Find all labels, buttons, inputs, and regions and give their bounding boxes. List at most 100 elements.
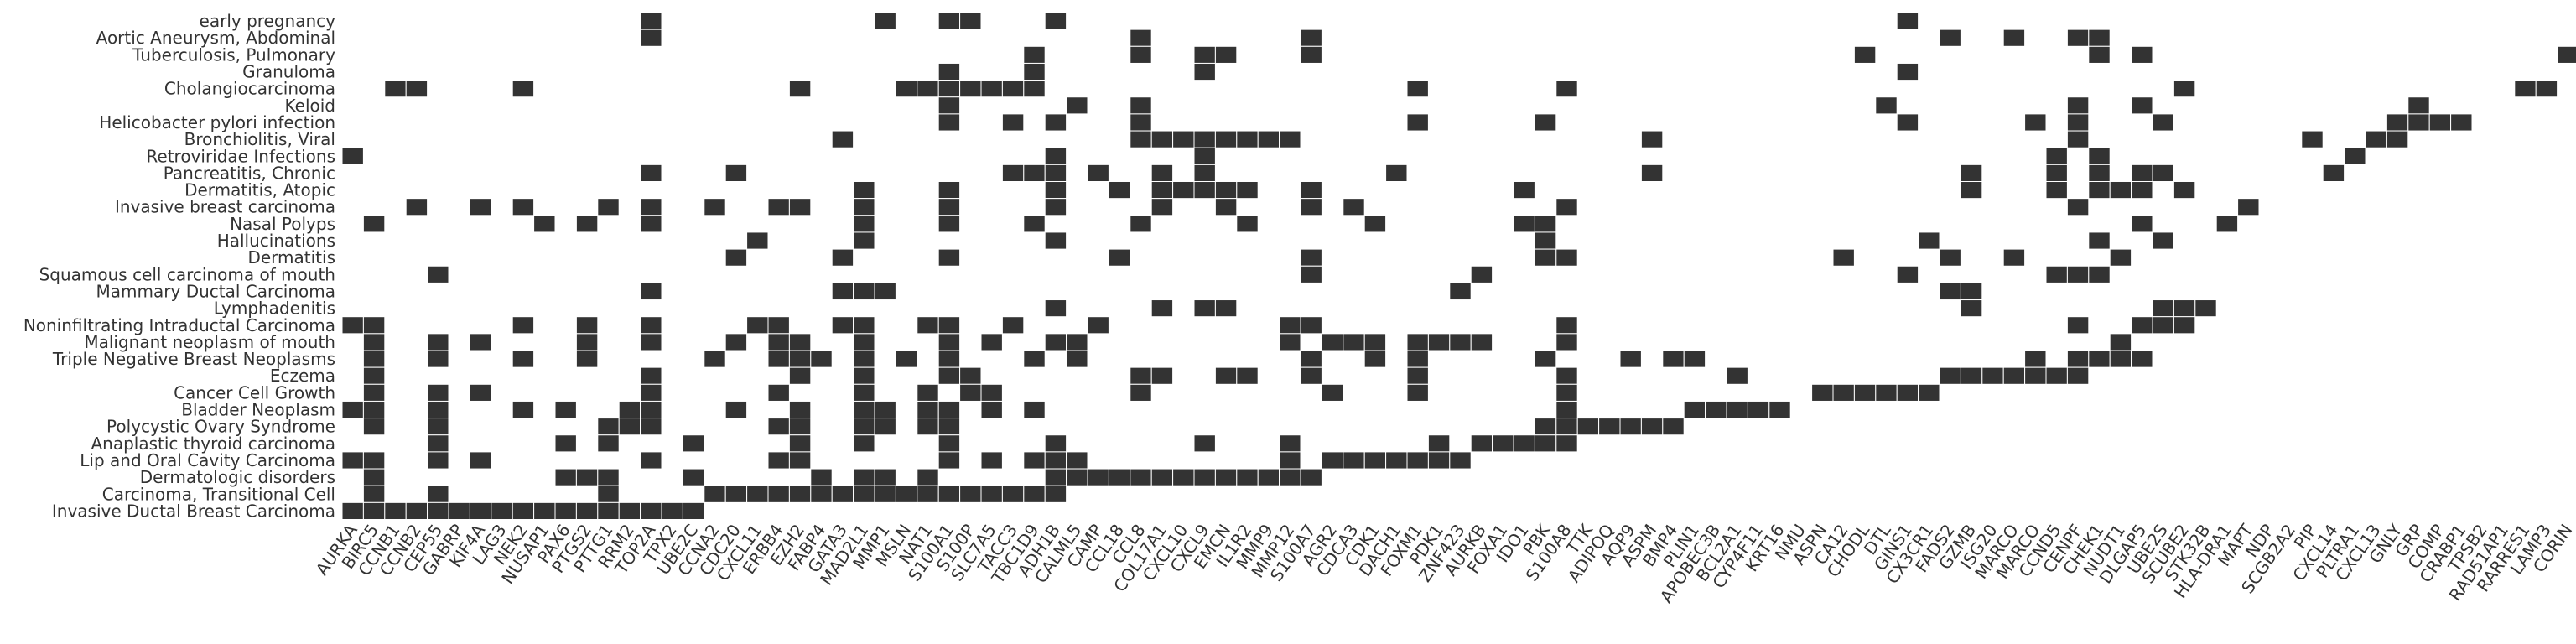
heatmap-cell <box>1555 400 1578 419</box>
heatmap-cell <box>1300 468 1322 486</box>
heatmap-cell <box>597 434 620 453</box>
heatmap-cell <box>2194 299 2217 318</box>
heatmap-cell <box>959 80 982 98</box>
heatmap-cell <box>1066 451 1088 470</box>
heatmap-cell <box>2024 350 2047 368</box>
heatmap-cell <box>2109 350 2132 368</box>
heatmap-cell <box>1001 485 1025 503</box>
heatmap-cell <box>427 350 449 368</box>
heatmap-cell <box>2152 113 2174 132</box>
heatmap-cell <box>1555 80 1578 98</box>
heatmap-cell <box>767 198 790 216</box>
heatmap-cell <box>2131 316 2153 335</box>
heatmap-cell <box>1406 366 1429 385</box>
heatmap-cell <box>1555 366 1578 385</box>
heatmap-cell <box>853 485 875 503</box>
heatmap-cell <box>1300 181 1322 200</box>
heatmap-cell <box>704 198 726 216</box>
heatmap-cell <box>1130 383 1152 402</box>
heatmap-cell <box>512 350 535 368</box>
heatmap-cell <box>1555 198 1578 216</box>
row-label: Pancreatitis, Chronic <box>164 163 335 183</box>
heatmap-cell <box>1683 350 1706 368</box>
heatmap-cell <box>1023 350 1046 368</box>
heatmap-cell <box>2152 164 2174 183</box>
heatmap-cell <box>575 316 599 335</box>
heatmap-cell <box>362 400 386 419</box>
heatmap-cell <box>2173 181 2196 200</box>
row-label: Cholangiocarcinoma <box>164 79 335 99</box>
heatmap-cell <box>618 400 641 419</box>
heatmap-cell <box>788 418 812 436</box>
heatmap-cell <box>788 350 812 368</box>
heatmap-cell <box>1598 418 1621 436</box>
heatmap-cell <box>1108 468 1131 486</box>
heatmap-cell <box>512 316 535 335</box>
heatmap-cell <box>1534 215 1557 233</box>
heatmap-cell <box>2045 366 2068 385</box>
heatmap-cell <box>1023 400 1046 419</box>
heatmap-cell <box>1087 468 1109 486</box>
heatmap-cell <box>724 400 748 419</box>
heatmap-cell <box>853 350 875 368</box>
heatmap-cell <box>937 80 961 98</box>
heatmap-cell <box>1001 113 1025 132</box>
heatmap-cell <box>853 418 875 436</box>
heatmap-cell <box>1172 130 1195 148</box>
heatmap-cell <box>2066 350 2090 368</box>
heatmap-cell <box>831 282 854 301</box>
heatmap-cell <box>1343 451 1365 470</box>
heatmap-cell <box>853 400 875 419</box>
heatmap-cell <box>1449 333 1472 351</box>
heatmap-cell <box>362 451 386 470</box>
heatmap-cell <box>1130 366 1152 385</box>
heatmap-cell <box>640 29 662 47</box>
heatmap-cell <box>1023 45 1046 64</box>
heatmap-cell <box>682 501 705 520</box>
heatmap-cell <box>2045 164 2068 183</box>
heatmap-cell <box>831 248 854 267</box>
heatmap-cell <box>937 316 961 335</box>
heatmap-cell <box>937 181 961 200</box>
heatmap-cell <box>2088 45 2111 64</box>
heatmap-cell <box>427 400 449 419</box>
heatmap-cell <box>1300 316 1322 335</box>
heatmap-cell <box>1300 366 1322 385</box>
heatmap-cell <box>640 366 662 385</box>
heatmap-cell <box>917 383 939 402</box>
heatmap-cell <box>1044 231 1067 250</box>
heatmap-cell <box>1193 434 1216 453</box>
heatmap-cell <box>469 501 492 520</box>
heatmap-cell <box>1768 400 1791 419</box>
heatmap-cell <box>2535 80 2558 98</box>
heatmap-cell <box>1279 333 1301 351</box>
heatmap-cell <box>917 316 939 335</box>
heatmap-cell <box>491 501 513 520</box>
heatmap-cell <box>874 468 896 486</box>
heatmap-cell <box>1832 383 1855 402</box>
heatmap-cell <box>427 485 449 503</box>
heatmap-cell <box>1555 333 1578 351</box>
heatmap-cell <box>2131 350 2153 368</box>
heatmap-cell <box>937 333 961 351</box>
heatmap-cell <box>1044 113 1067 132</box>
heatmap-cell <box>1470 434 1493 453</box>
heatmap-cell <box>1981 366 2004 385</box>
heatmap-cell <box>640 215 662 233</box>
heatmap-cell <box>640 198 662 216</box>
heatmap-cell <box>1130 96 1152 115</box>
row-label: Helicobacter pylori infection <box>99 112 335 132</box>
heatmap-cell <box>1193 299 1216 318</box>
row-label: Polycystic Ovary Syndrome <box>106 417 335 437</box>
heatmap-cell <box>959 485 982 503</box>
heatmap-cell <box>384 80 407 98</box>
heatmap-cell <box>1214 181 1238 200</box>
heatmap-cell <box>1130 215 1152 233</box>
heatmap-cell <box>1555 383 1578 402</box>
heatmap-cell <box>341 316 364 335</box>
heatmap-cell <box>959 383 982 402</box>
heatmap-cell <box>554 434 577 453</box>
heatmap-cell <box>2557 45 2576 64</box>
heatmap-cell <box>682 434 705 453</box>
